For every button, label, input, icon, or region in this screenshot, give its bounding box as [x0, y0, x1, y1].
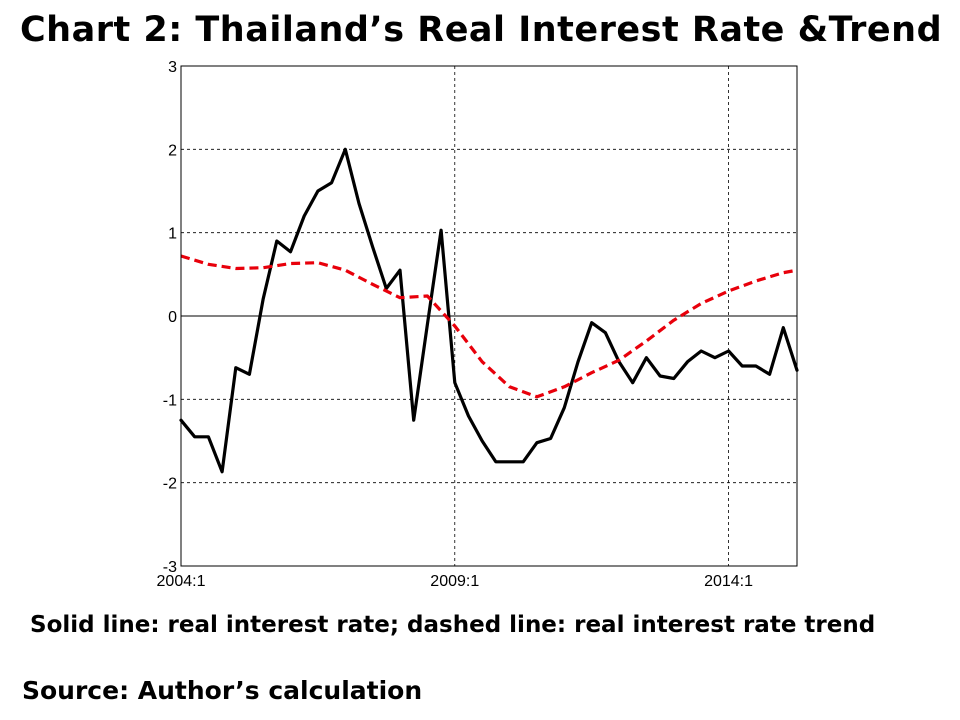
real-interest-rate-line: [179, 147, 799, 474]
x-tick-label: 2004:1: [157, 573, 206, 590]
y-tick-label: 3: [168, 59, 177, 76]
y-tick-label: 2: [168, 142, 177, 159]
chart-title: Chart 2: Thailand’s Real Interest Rate &…: [20, 10, 943, 50]
y-tick-label: -1: [163, 392, 177, 409]
x-tick-label: 2014:1: [704, 573, 753, 590]
series-group: [179, 147, 799, 474]
gridlines: [181, 66, 797, 566]
y-tick-label: 0: [168, 309, 177, 326]
y-tick-label: 1: [168, 226, 177, 243]
y-tick-label: -3: [163, 559, 177, 576]
chart-area: 3 2 1 0 -1 -2 -3 2004:1 2009:1 2014:1: [157, 59, 799, 590]
plot-frame: [180, 65, 798, 567]
x-tick-label: 2009:1: [430, 573, 479, 590]
trend-line: [180, 254, 798, 399]
source-note: Source: Author’s calculation: [22, 676, 423, 705]
y-tick-label: -2: [163, 476, 177, 493]
legend-note: Solid line: real interest rate; dashed l…: [30, 612, 876, 638]
